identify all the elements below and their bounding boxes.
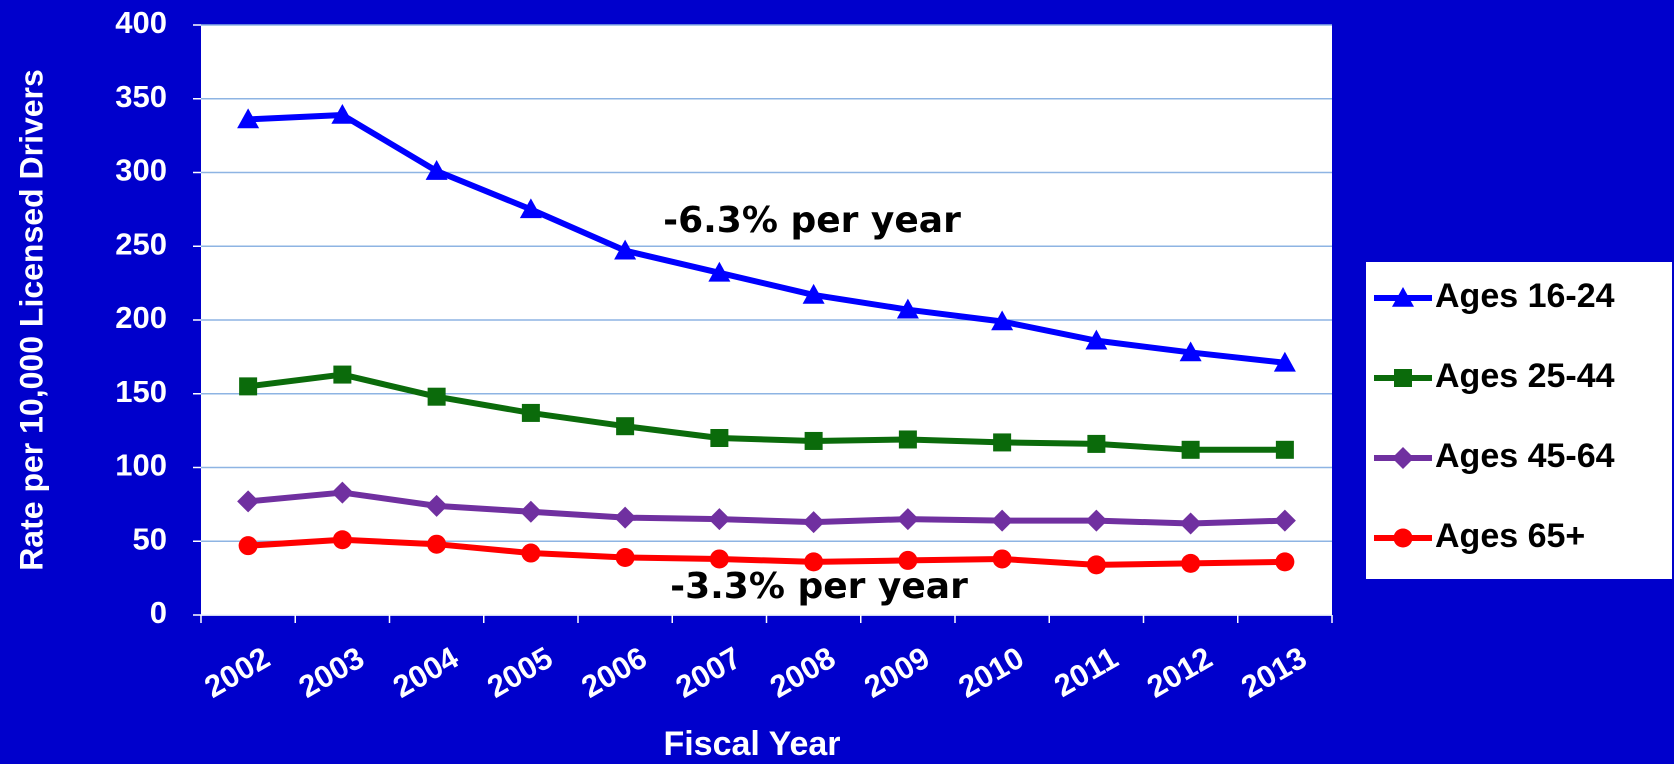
marker [1181,440,1200,459]
x-tick-label: 2009 [858,640,935,705]
marker [519,500,542,523]
legend-label: Ages 65+ [1435,517,1585,555]
y-tick-label: 50 [133,521,167,556]
marker [425,160,448,180]
x-axis-title: Fiscal Year [663,725,840,763]
marker [614,506,637,529]
marker [1179,512,1202,535]
marker [991,509,1014,532]
x-tick-label: 2004 [387,639,465,704]
legend [1366,262,1672,579]
y-tick-label: 250 [115,226,167,261]
x-tick-label: 2002 [198,640,275,705]
annotation: -6.3% per year [663,200,961,241]
marker [1275,440,1294,459]
annotation: -3.3% per year [670,566,968,607]
series-line [247,489,1285,527]
marker [709,549,729,569]
marker [1181,553,1201,573]
marker [427,387,446,406]
marker [521,543,541,563]
marker [238,536,258,556]
marker [1086,555,1106,575]
y-axis-title: Rate per 10,000 Licensed Drivers [13,69,49,571]
x-tick-label: 2010 [952,640,1029,705]
marker [331,103,354,124]
marker [898,550,918,570]
legend-label: Ages 25-44 [1435,357,1615,395]
marker [804,552,824,572]
marker [331,481,354,504]
y-tick-label: 0 [150,595,167,630]
marker [896,508,919,531]
y-tick-label: 300 [115,153,167,188]
x-tick-label: 2013 [1235,640,1312,705]
marker [237,108,260,129]
marker [710,429,729,447]
marker [802,511,825,534]
marker [1085,509,1108,532]
x-tick-label: 2006 [575,640,652,705]
marker [332,530,352,550]
x-tick-label: 2007 [670,640,747,705]
legend-marker [1392,287,1414,307]
y-tick-label: 400 [115,5,167,40]
marker [898,430,917,449]
series-line [247,371,1285,453]
marker [1087,434,1106,453]
marker [1085,329,1108,350]
x-tick-label: 2003 [293,640,370,705]
marker [1273,351,1296,372]
marker [991,310,1014,331]
series-line [247,111,1286,366]
marker [992,549,1012,569]
marker [1275,552,1295,572]
marker [896,298,919,319]
marker [427,534,447,554]
marker [519,198,542,219]
marker [708,261,731,282]
marker [239,377,258,396]
x-tick-label: 2005 [481,640,558,705]
legend-marker [1393,528,1413,548]
marker [614,239,637,260]
y-tick-label: 100 [115,448,167,483]
marker [237,490,260,513]
marker [804,431,823,450]
marker [993,433,1012,452]
legend-marker [1392,447,1414,469]
x-tick-label: 2008 [764,640,841,705]
x-tick-label: 2012 [1141,640,1218,705]
marker [615,547,635,567]
marker [802,283,825,304]
marker [1273,509,1296,532]
legend-marker [1394,369,1412,387]
legend-label: Ages 45-64 [1435,437,1615,475]
y-tick-label: 350 [115,79,167,114]
y-tick-label: 200 [115,300,167,335]
marker [616,417,635,436]
marker [333,365,352,384]
marker [1179,341,1202,362]
marker [708,508,731,531]
y-tick-label: 150 [115,374,167,409]
series-line [247,536,1285,568]
legend-label: Ages 16-24 [1435,277,1615,315]
marker [521,403,540,422]
marker [425,494,448,517]
x-tick-label: 2011 [1048,640,1124,704]
